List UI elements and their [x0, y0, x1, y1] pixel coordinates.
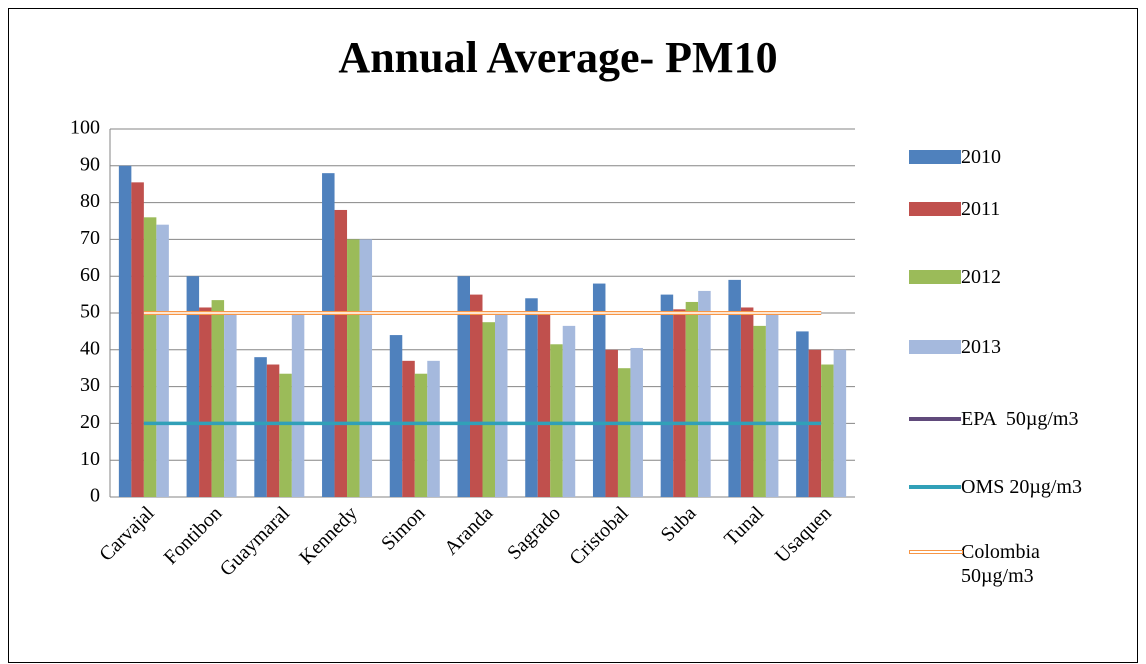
x-tick-label: Usaquen	[771, 502, 836, 567]
legend-label: Colombia 50µg/m3	[961, 541, 1045, 587]
y-tick-label: 90	[80, 153, 100, 175]
x-tick-label: Guaymaral	[216, 502, 295, 581]
legend-item: 2012	[905, 265, 1111, 289]
legend-label: EPA 50µg/m3	[961, 408, 1079, 430]
bar	[402, 360, 415, 497]
x-tick-label: Simon	[377, 502, 430, 555]
legend-label: 2011	[961, 198, 1001, 220]
bar	[254, 357, 267, 497]
y-tick-label: 10	[80, 448, 100, 470]
legend-marker	[905, 145, 961, 169]
bar	[359, 239, 373, 497]
bar	[753, 325, 766, 497]
bar	[186, 276, 200, 497]
bar	[525, 298, 538, 497]
bar	[495, 314, 508, 497]
bar	[740, 307, 754, 497]
legend-label: OMS 20µg/m3	[961, 476, 1082, 498]
y-tick-label: 0	[90, 485, 100, 507]
bar	[821, 364, 834, 497]
legend-item: 2010	[905, 145, 1111, 169]
bar	[673, 309, 686, 497]
x-tick-label: Sagrado	[503, 502, 565, 564]
bar	[537, 313, 551, 497]
bar	[685, 301, 699, 497]
legend-label: 2012	[961, 266, 1001, 288]
bar	[833, 349, 847, 497]
x-tick-label: Suba	[657, 502, 701, 546]
chart-title: Annual Average- PM10	[338, 33, 777, 82]
y-tick-label: 50	[80, 301, 100, 323]
bar	[796, 331, 809, 497]
y-tick-label: 20	[80, 411, 100, 433]
x-tick-label: Carvajal	[95, 502, 159, 566]
bar	[660, 294, 674, 497]
y-tick-label: 80	[80, 190, 100, 212]
legend-label: 2010	[961, 146, 1001, 168]
bar	[199, 307, 212, 497]
x-tick-label: Kennedy	[295, 502, 362, 569]
bar	[482, 322, 495, 497]
bar	[592, 283, 606, 497]
bar	[322, 173, 335, 497]
bar	[765, 314, 779, 497]
legend-item: 2013	[905, 335, 1111, 359]
bar	[470, 294, 483, 497]
legend-marker	[905, 335, 961, 359]
legend-item: 2011	[905, 197, 1111, 221]
legend-item: Colombia 50µg/m3	[905, 540, 1071, 588]
x-tick-label: Cristobal	[565, 502, 633, 570]
bar	[143, 217, 157, 497]
bar	[728, 279, 741, 497]
legend-marker	[905, 540, 963, 564]
legend-marker	[905, 197, 961, 221]
bar	[414, 373, 428, 497]
x-tick-label: Fontibon	[160, 502, 227, 569]
bar	[118, 165, 132, 498]
legend-marker	[905, 265, 961, 289]
bar	[389, 335, 403, 497]
bar	[550, 344, 563, 497]
bar	[698, 290, 711, 497]
y-tick-label: 70	[80, 227, 100, 249]
x-tick-label: Tunal	[720, 502, 768, 550]
legend-label: 2013	[961, 336, 1001, 358]
bar	[211, 300, 225, 497]
legend-marker	[905, 475, 961, 499]
y-tick-label: 100	[70, 117, 100, 139]
bar	[617, 368, 631, 497]
y-tick-label: 30	[80, 374, 100, 396]
bar	[279, 373, 292, 497]
chart-border	[8, 8, 1138, 663]
y-tick-label: 60	[80, 264, 100, 286]
bar	[224, 314, 237, 497]
bar	[131, 182, 144, 498]
legend-item: EPA 50µg/m3	[905, 407, 1111, 431]
bar	[562, 325, 576, 497]
x-tick-label: Aranda	[440, 502, 497, 559]
bar	[266, 364, 280, 497]
legend-marker	[905, 407, 961, 431]
bar	[291, 314, 305, 497]
bar	[156, 224, 169, 497]
bar	[334, 209, 348, 497]
y-tick-label: 40	[80, 337, 100, 359]
bar	[427, 360, 440, 497]
bar	[457, 276, 470, 497]
bar	[347, 239, 360, 497]
legend-item: OMS 20µg/m3	[905, 475, 1111, 499]
